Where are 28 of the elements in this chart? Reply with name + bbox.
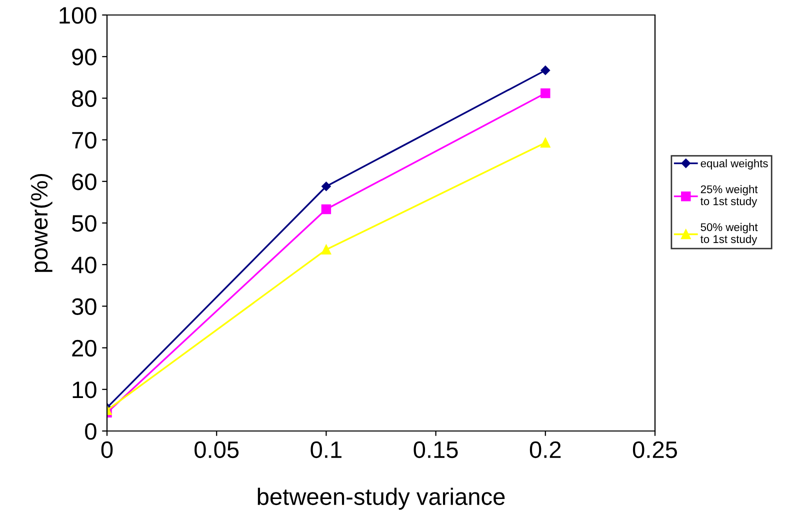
point [540,66,550,75]
legend-label: 25% weight to 1st study [700,185,758,208]
legend-label: 50% weight to 1st study [700,222,758,246]
x-tick-label: 0.25 [632,441,677,458]
y-axis-title: power(%) [30,174,52,272]
legend-label: equal weights [700,159,768,170]
point [321,244,332,254]
y-tick-label: 90 [72,48,96,66]
y-tick-label: 50 [72,215,96,232]
y-tick-label: 30 [72,298,96,315]
y-tick-label: 20 [72,340,96,357]
x-tick-label: 0.1 [310,441,342,458]
point [321,204,332,214]
point [540,88,550,98]
x-tick-label: 0.05 [194,441,239,458]
y-tick-label: 80 [72,90,96,107]
x-tick-label: 0 [101,441,113,458]
point [540,138,550,148]
x-axis-title: between-study variance [258,488,505,510]
y-tick-label: 70 [72,132,96,149]
x-tick-label: 0.2 [530,441,561,458]
y-tick-label: 100 [60,7,96,24]
point [322,182,331,192]
y-tick-label: 60 [72,173,96,190]
x-tick-label: 0.15 [414,441,458,458]
y-tick-label: 0 [85,423,96,440]
y-tick-label: 10 [72,381,96,398]
y-tick-label: 40 [72,256,96,274]
